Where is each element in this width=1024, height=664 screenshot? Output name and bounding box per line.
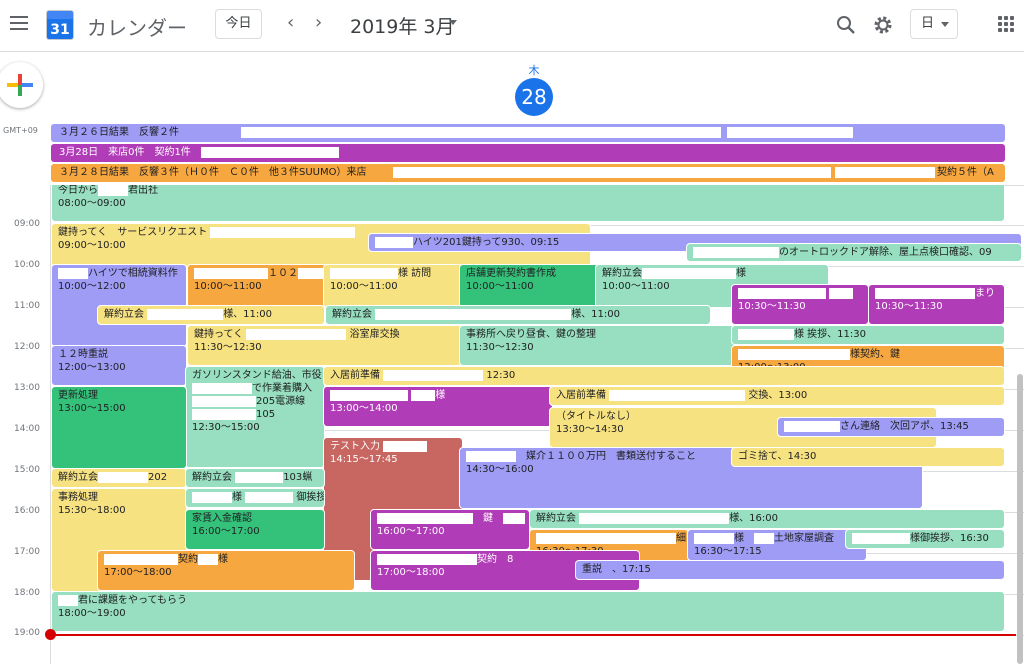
event-block[interactable]: （タイトルなし） 13:30～14:30 [549, 407, 937, 448]
event-block[interactable]: 様 訪問 10:00～11:00 [323, 264, 463, 308]
event-block[interactable]: 様 13:00～14:00 [323, 386, 553, 427]
hour-label: 17:00 [14, 547, 40, 557]
main-menu-button[interactable] [10, 16, 28, 30]
event-block[interactable]: 解約立会 202 [51, 468, 187, 488]
event-block[interactable]: １２時重説 12:00～13:00 [51, 345, 187, 386]
event-block[interactable]: 店舗更新契約書作成 10:00～11:00 [459, 264, 599, 308]
calendar-logo: 31 [46, 10, 74, 40]
month-chevron-down-icon[interactable] [449, 20, 457, 25]
hour-label: 14:00 [14, 424, 40, 434]
view-selector[interactable]: 日 [910, 9, 958, 39]
event-block[interactable]: 様御挨拶、16:30 [845, 529, 1005, 549]
event-block[interactable]: 今日から 君出社 08:00～09:00 [51, 185, 1005, 222]
event-block[interactable]: 解約立会 様、16:00 [529, 509, 1005, 529]
event-block[interactable]: 君に課題をやってもらう 18:00～19:00 [51, 591, 1005, 632]
hour-label: 13:00 [14, 383, 40, 393]
timezone-label: GMT+09 [3, 126, 38, 135]
allday-event[interactable]: 3月28日 来店0件 契約1件 [51, 144, 1005, 162]
day-number[interactable]: 28 [515, 78, 553, 116]
event-block[interactable]: 解約立会 様、11:00 [325, 305, 711, 325]
hour-label: 09:00 [14, 219, 40, 229]
weekday-label: 木 [528, 64, 540, 77]
event-block[interactable]: 家賃入金確認 16:00～17:00 [185, 509, 325, 550]
event-block[interactable]: 契約様 17:00～18:00 [97, 550, 355, 591]
event-block[interactable]: 鍵持ってく 浴室扉交換 11:30～12:30 [187, 325, 463, 366]
allday-event[interactable]: ３月２８日結果 反響３件（Ｈ０件 Ｃ０件 他３件SUUMO）来店 契約５件（A [51, 164, 1005, 182]
hour-label: 11:00 [14, 301, 40, 311]
top-bar: 31 カレンダー 今日 ‹ › 2019年 3月 日 [0, 0, 1024, 52]
event-block[interactable]: 様 土地家屋調査 16:30～17:15 [687, 529, 867, 561]
event-block[interactable]: 様 挨拶、11:30 [731, 325, 1005, 345]
event-block[interactable]: 解約立会 様、11:00 [97, 305, 325, 325]
prev-day-button[interactable]: ‹ [287, 12, 295, 33]
current-month[interactable]: 2019年 3月 [350, 16, 455, 38]
event-block[interactable]: 事務所へ戻り昼食、鍵の整理 11:30～12:30 [459, 325, 735, 366]
search-icon[interactable] [834, 13, 858, 37]
apps-grid-icon[interactable] [998, 16, 1014, 32]
day-grid: 09:00 10:00 11:00 12:00 13:00 14:00 15:0… [0, 185, 1024, 664]
current-time-dot [45, 629, 56, 640]
hour-label: 19:00 [14, 628, 40, 638]
event-block[interactable]: さん連絡 次回アポ、13:45 [777, 417, 1005, 437]
event-block[interactable]: 10:30～11:30 [731, 284, 869, 325]
current-time-line [50, 634, 1016, 636]
event-block[interactable]: まり 10:30～11:30 [868, 284, 1005, 325]
create-button[interactable] [0, 62, 43, 108]
event-block[interactable]: 様 御挨拶 [185, 488, 325, 508]
event-block[interactable]: 鍵持ってく サービスリクエスト 09:00～10:00 [51, 223, 591, 267]
event-block[interactable]: １０２ 10:00～11:00 [187, 264, 327, 308]
event-block[interactable]: のオートロックドア解除、屋上点検口確認、09 [686, 243, 1022, 262]
today-button[interactable]: 今日 [215, 9, 262, 39]
hour-label: 12:00 [14, 342, 40, 352]
event-block[interactable]: 入居前準備 交換、13:00 [549, 386, 1005, 406]
gear-icon[interactable] [871, 13, 895, 37]
event-block[interactable]: ゴミ捨て、14:30 [731, 447, 1005, 467]
plus-icon [7, 74, 33, 96]
view-chevron-down-icon [941, 22, 949, 27]
allday-event[interactable]: ３月２６日結果 反響２件 [51, 124, 1005, 142]
event-block[interactable]: 入居前準備 12:30 [323, 366, 1005, 386]
event-block[interactable]: 更新処理 13:00～15:00 [51, 386, 187, 469]
scrollbar[interactable] [1017, 374, 1023, 664]
hour-label: 10:00 [14, 260, 40, 270]
hour-label: 18:00 [14, 588, 40, 598]
app-name: カレンダー [87, 16, 187, 40]
event-block[interactable]: 解約立会 103蝋 [185, 468, 325, 488]
event-block[interactable]: 鍵 16:00～17:00 [370, 509, 530, 550]
event-block[interactable]: ガソリンスタンド給油、市役 で作業着購入 205電源線 105 12:30～15:00 [185, 366, 325, 468]
event-block[interactable]: 重説 、17:15 [575, 560, 1005, 580]
hour-label: 15:00 [14, 465, 40, 475]
next-day-button[interactable]: › [315, 12, 323, 33]
hour-label: 16:00 [14, 506, 40, 516]
